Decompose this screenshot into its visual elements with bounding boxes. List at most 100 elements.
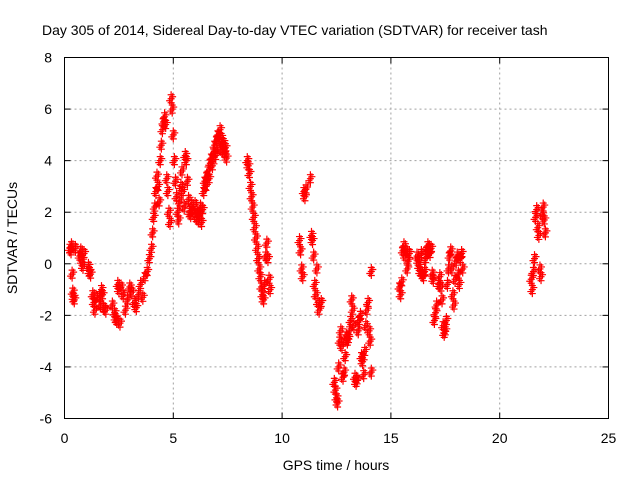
data-point — [360, 356, 368, 364]
data-point — [309, 282, 317, 290]
data-point — [447, 293, 455, 301]
data-point — [143, 271, 151, 279]
gridlines — [64, 57, 609, 419]
data-point — [361, 369, 369, 377]
data-point — [218, 141, 226, 149]
data-point — [314, 263, 322, 271]
data-point — [299, 195, 307, 203]
data-point — [363, 300, 371, 308]
data-point — [440, 329, 448, 337]
data-point — [72, 294, 80, 302]
data-point — [398, 289, 406, 297]
data-point — [542, 214, 550, 222]
x-tick-label: 5 — [169, 430, 177, 446]
data-point — [165, 221, 173, 229]
data-point — [537, 213, 545, 221]
data-point — [343, 337, 351, 345]
data-point — [362, 345, 370, 353]
data-point — [338, 325, 346, 333]
data-point — [157, 196, 165, 204]
data-point — [539, 271, 547, 279]
data-point — [209, 143, 217, 151]
data-point — [533, 233, 541, 241]
data-point — [221, 156, 229, 164]
data-point — [431, 303, 439, 311]
data-point — [181, 159, 189, 167]
data-point — [175, 184, 183, 192]
data-point — [216, 135, 224, 143]
data-point — [437, 271, 445, 279]
data-point — [117, 317, 125, 325]
data-point — [357, 360, 365, 368]
data-point — [69, 298, 77, 306]
chart-title: Day 305 of 2014, Sidereal Day-to-day VTE… — [42, 22, 548, 38]
data-point — [365, 339, 373, 347]
data-point — [530, 284, 538, 292]
data-point — [161, 177, 169, 185]
data-point — [343, 351, 351, 359]
data-point — [435, 285, 443, 293]
data-point — [358, 309, 366, 317]
y-axis-label: SDTVAR / TECUs — [4, 182, 20, 294]
data-point — [437, 298, 445, 306]
data-point — [252, 246, 260, 254]
data-point — [369, 366, 377, 374]
data-point — [536, 275, 544, 283]
data-point — [403, 259, 411, 267]
data-point — [450, 277, 458, 285]
y-tick-label: -2 — [40, 307, 53, 323]
data-point — [178, 190, 186, 198]
data-point — [100, 289, 108, 297]
data-point — [539, 218, 547, 226]
data-point — [265, 288, 273, 296]
data-point — [396, 280, 404, 288]
data-point — [304, 183, 312, 191]
data-point — [190, 202, 198, 210]
data-point — [311, 250, 319, 258]
data-point — [264, 277, 272, 285]
data-point — [142, 270, 150, 278]
x-tick-label: 25 — [601, 430, 617, 446]
data-point — [163, 119, 171, 127]
data-point — [110, 299, 118, 307]
data-point — [530, 215, 538, 223]
data-point — [207, 173, 215, 181]
data-point — [255, 275, 263, 283]
data-point — [156, 180, 164, 188]
data-point — [178, 180, 186, 188]
data-point — [340, 355, 348, 363]
data-point — [332, 401, 340, 409]
data-point — [348, 324, 356, 332]
data-point — [210, 153, 218, 161]
data-point — [149, 242, 157, 250]
data-point — [434, 275, 442, 283]
data-point — [160, 123, 168, 131]
data-point — [153, 186, 161, 194]
data-point — [527, 288, 535, 296]
data-point — [301, 187, 309, 195]
data-point — [355, 374, 363, 382]
data-point — [70, 268, 78, 276]
data-point — [181, 186, 189, 194]
data-point — [158, 155, 166, 163]
data-point — [336, 361, 344, 369]
data-point — [137, 295, 145, 303]
data-point — [422, 266, 430, 274]
data-point — [310, 235, 318, 243]
data-point — [122, 298, 130, 306]
data-point — [426, 246, 434, 254]
data-point — [67, 272, 75, 280]
data-point — [155, 159, 163, 167]
data-point — [166, 97, 174, 105]
data-point — [247, 205, 255, 213]
data-point — [89, 308, 97, 316]
data-point — [366, 270, 374, 278]
data-point — [182, 179, 190, 187]
x-tick-labels: 0 5 10 15 20 25 — [61, 430, 617, 446]
data-point — [395, 293, 403, 301]
data-point — [430, 311, 438, 319]
data-point — [176, 214, 184, 222]
data-point — [429, 242, 437, 250]
data-point — [133, 293, 141, 301]
data-point — [311, 267, 319, 275]
